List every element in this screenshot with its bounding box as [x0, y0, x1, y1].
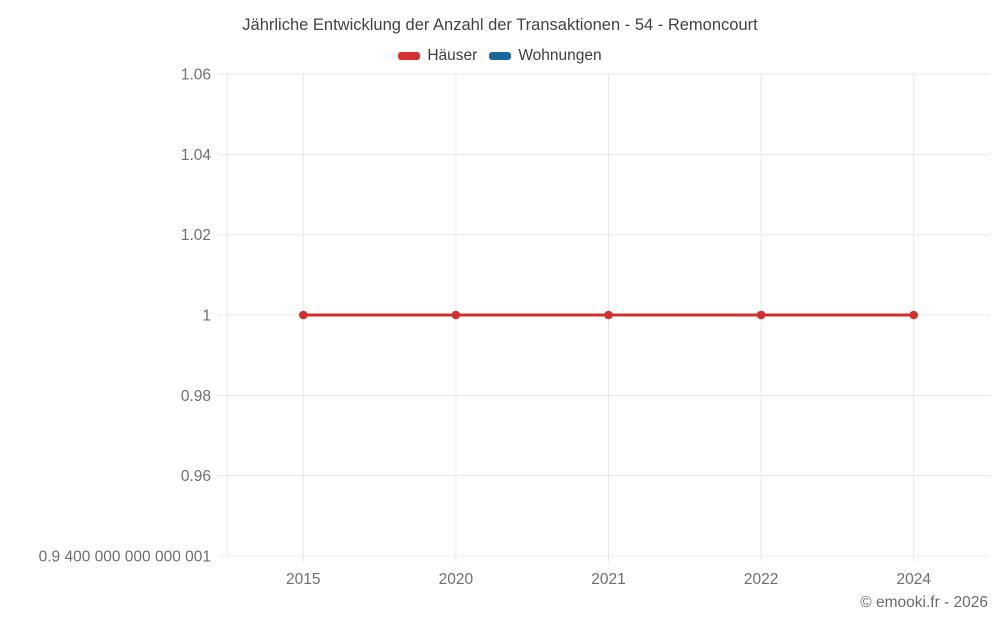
- x-tick-label: 2021: [591, 571, 625, 588]
- legend-swatch-wohnungen-icon: [489, 52, 512, 60]
- data-point[interactable]: [299, 310, 308, 320]
- y-tick-label: 0.96: [181, 468, 211, 485]
- y-tick-label: 1.06: [181, 67, 211, 84]
- legend-swatch-haeuser-icon: [398, 52, 421, 60]
- y-tick-label: 0.9 400 000 000 000 001: [39, 549, 211, 566]
- y-tick-label: 1.04: [181, 147, 212, 164]
- y-tick-label: 1.02: [181, 227, 211, 244]
- y-tick-label: 0.98: [181, 388, 211, 405]
- chart-legend: Häuser Wohnungen: [0, 47, 1000, 65]
- x-tick-label: 2022: [744, 571, 778, 588]
- data-point[interactable]: [604, 310, 613, 320]
- legend-item-wohnungen[interactable]: Wohnungen: [489, 47, 602, 65]
- chart-title: Jährliche Entwicklung der Anzahl der Tra…: [242, 16, 758, 34]
- x-tick-label: 2015: [286, 571, 320, 588]
- x-tick-label: 2024: [896, 571, 931, 588]
- y-tick-label: 1: [202, 308, 211, 325]
- data-point[interactable]: [909, 310, 918, 320]
- data-point[interactable]: [451, 310, 461, 320]
- copyright-text: © emooki.fr - 2026: [860, 594, 988, 611]
- data-point[interactable]: [756, 310, 766, 320]
- legend-item-haeuser[interactable]: Häuser: [398, 47, 477, 65]
- legend-label-wohnungen: Wohnungen: [518, 47, 602, 64]
- legend-label-haeuser: Häuser: [427, 47, 478, 64]
- x-tick-label: 2020: [439, 571, 474, 588]
